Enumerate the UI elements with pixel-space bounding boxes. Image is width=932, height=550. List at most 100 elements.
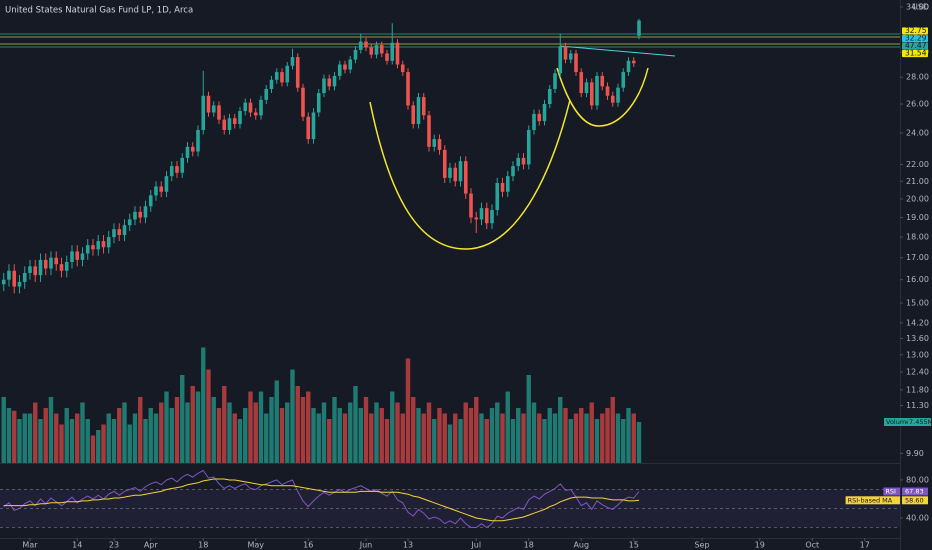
volume-bar xyxy=(589,402,594,463)
volume-bar xyxy=(285,402,290,463)
candle-body xyxy=(442,149,447,178)
price-badge xyxy=(902,42,928,50)
volume-bar xyxy=(369,413,374,463)
volume-bar xyxy=(442,413,447,463)
y-tick-label: 16.00 xyxy=(906,275,929,284)
candle-body xyxy=(280,72,284,83)
rsi-line xyxy=(3,469,640,529)
candle-body xyxy=(259,99,263,116)
candle-body xyxy=(626,60,631,73)
volume-bar xyxy=(621,419,626,463)
volume-bar xyxy=(416,408,421,463)
volume-bar xyxy=(232,413,237,463)
volume-bar xyxy=(348,402,353,463)
x-tick-label: Jul xyxy=(470,541,481,550)
volume-bar xyxy=(48,397,54,463)
volume-bar xyxy=(12,410,17,463)
volume-bar xyxy=(227,402,232,463)
volume-bar xyxy=(337,408,342,463)
candle-body xyxy=(243,102,248,112)
y-tick-label: 11.30 xyxy=(906,401,929,410)
volume-bar xyxy=(584,413,589,463)
volume-bar xyxy=(384,419,390,463)
candle-body xyxy=(605,86,610,96)
candle-body xyxy=(537,113,542,122)
candle-body xyxy=(211,105,216,113)
candle-body xyxy=(463,161,468,194)
candle-body xyxy=(185,146,190,158)
volume-bar xyxy=(463,402,468,463)
volume-bar xyxy=(311,408,316,463)
candle-body xyxy=(148,195,153,207)
volume-bar xyxy=(216,408,222,463)
candle-body xyxy=(558,46,563,74)
candle-body xyxy=(301,87,305,117)
candle-body xyxy=(43,259,48,269)
volume-bar xyxy=(75,413,80,463)
candle-body xyxy=(379,45,384,54)
volume-bar xyxy=(264,413,269,463)
candle-body xyxy=(143,206,148,218)
candle-body xyxy=(269,79,274,90)
volume-bar xyxy=(453,413,458,463)
volume-bar xyxy=(437,408,442,463)
candle-body xyxy=(369,47,374,55)
volume-bar xyxy=(484,419,489,463)
candle-body xyxy=(553,73,557,90)
volume-bar xyxy=(38,419,43,463)
volume-bar xyxy=(390,391,395,463)
volume-bar xyxy=(510,419,516,463)
candle-body xyxy=(101,241,106,248)
candle-body xyxy=(385,53,389,61)
candle-body xyxy=(238,111,242,125)
rsi-badge-name: RSI-based MA xyxy=(848,496,893,504)
x-tick-label: 14 xyxy=(72,541,82,550)
volume-bar xyxy=(626,408,631,463)
candle-body xyxy=(453,167,458,182)
rsi-badge-label: 58.60 xyxy=(905,496,924,504)
volume-bar xyxy=(526,375,531,463)
volume-bar xyxy=(274,380,279,463)
candle-body xyxy=(616,87,620,103)
volume-bar xyxy=(85,419,90,463)
candle-body xyxy=(343,64,347,70)
y-tick-label: 9.90 xyxy=(906,449,924,458)
volume-bar xyxy=(573,413,579,463)
rsi-badge-name: RSI xyxy=(885,488,896,496)
volume-bar xyxy=(342,413,348,463)
volume-bar xyxy=(117,408,122,463)
volume-bar xyxy=(405,358,411,463)
candle-body xyxy=(311,112,316,140)
x-tick-label: Jun xyxy=(359,541,373,550)
volume-bar xyxy=(237,419,243,463)
candle-body xyxy=(411,105,416,125)
volume-bar xyxy=(132,413,138,463)
candle-body xyxy=(196,129,200,152)
candle-body xyxy=(127,219,132,226)
volume-bar xyxy=(201,347,206,463)
volume-bar xyxy=(495,402,500,463)
candle-body xyxy=(17,281,22,287)
volume-bar xyxy=(148,408,153,463)
volume-bar xyxy=(300,397,306,463)
volume-bar xyxy=(27,413,33,463)
candle-body xyxy=(584,82,589,94)
candle-body xyxy=(353,49,358,60)
volume-bar xyxy=(69,419,75,463)
volume-bar xyxy=(537,413,542,463)
volume-bar xyxy=(636,421,642,463)
rsi-y-tick-label: 40.00 xyxy=(906,513,929,522)
candle-body xyxy=(637,20,641,36)
candle-body xyxy=(505,176,510,192)
candle-body xyxy=(248,102,253,113)
volume-bar xyxy=(363,397,369,463)
rsi-badge-name-bg xyxy=(883,487,900,496)
candle-body xyxy=(1,279,6,285)
x-tick-label: Apr xyxy=(144,541,159,550)
candle-body xyxy=(253,112,258,116)
x-tick-label: 13 xyxy=(403,541,413,550)
candle-body xyxy=(133,211,137,220)
volume-bar xyxy=(122,402,127,463)
